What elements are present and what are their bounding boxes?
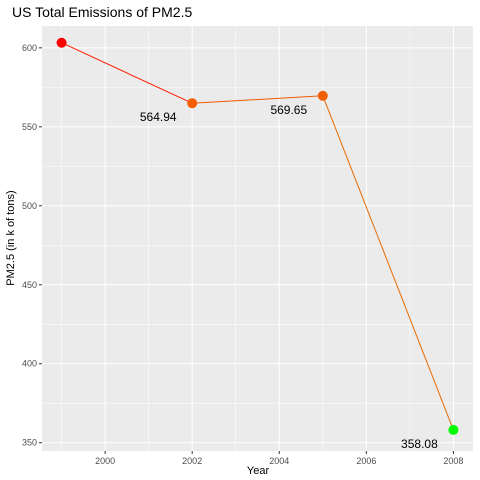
data-label-2002: 564.94 (140, 110, 177, 124)
y-tick-label: 550 (22, 122, 37, 132)
plot-panel (42, 26, 473, 451)
data-labels: 564.94 569.65 358.08 (140, 103, 438, 451)
line-segment (61, 42, 193, 104)
data-point-2002 (187, 98, 198, 109)
y-tick-label: 500 (22, 201, 37, 211)
x-tick-label: 2006 (356, 456, 376, 466)
x-tick-label: 2004 (269, 456, 289, 466)
x-tick-label: 2000 (95, 456, 115, 466)
line-segment (192, 95, 323, 104)
y-tick-label: 600 (22, 43, 37, 53)
chart-title: US Total Emissions of PM2.5 (12, 4, 193, 20)
y-tick-label: 400 (22, 359, 37, 369)
y-axis: 350 400 450 500 550 600 (22, 43, 42, 448)
data-point-2008 (448, 424, 459, 435)
data-points (56, 37, 459, 435)
data-label-2005: 569.65 (270, 103, 307, 117)
grid-major (42, 26, 473, 451)
data-point-1999 (56, 37, 67, 48)
data-point-2005 (317, 90, 328, 101)
y-tick-label: 350 (22, 438, 37, 448)
x-axis-title: Year (247, 465, 270, 477)
x-axis: 2000 2002 2004 2006 2008 (95, 451, 463, 466)
line-segment (322, 95, 454, 431)
x-tick-label: 2002 (182, 456, 202, 466)
data-label-2008: 358.08 (401, 437, 438, 451)
x-tick-label: 2008 (443, 456, 463, 466)
y-tick-label: 450 (22, 280, 37, 290)
series-total-emissions (61, 42, 454, 431)
y-axis-title: PM2.5 (in k of tons) (5, 190, 17, 285)
